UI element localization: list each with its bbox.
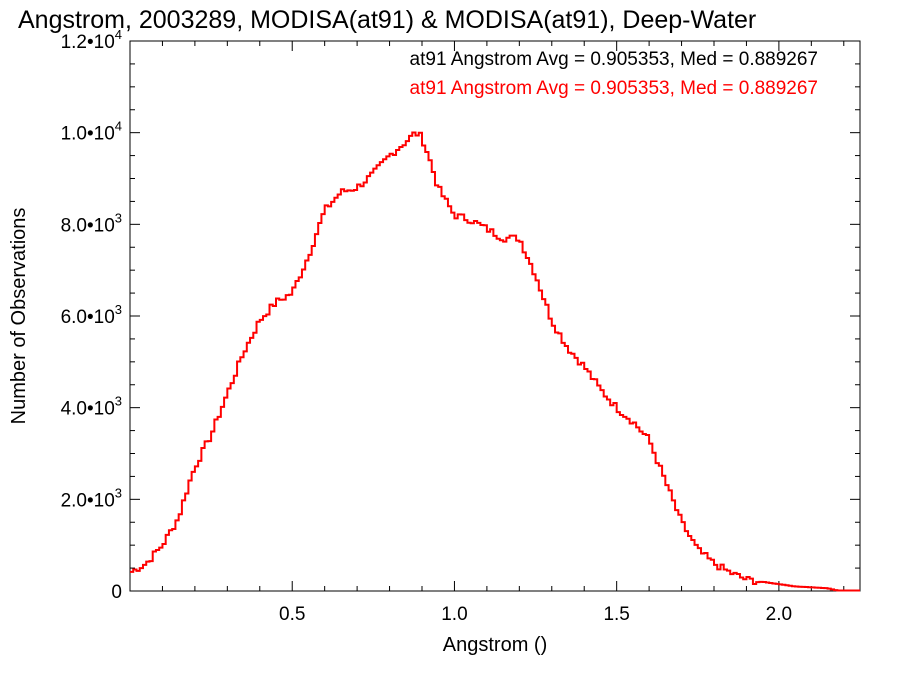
x-tick-label: 0.5 — [279, 604, 305, 625]
y-tick-label: 2.0•103 — [61, 485, 122, 511]
y-axis-title: Number of Observations — [8, 208, 30, 425]
y-tick-label: 0 — [111, 582, 122, 603]
x-tick-label: 1.0 — [441, 604, 467, 625]
legend: at91 Angstrom Avg = 0.905353, Med = 0.88… — [410, 49, 818, 99]
plot-frame — [129, 40, 861, 592]
series-layer — [130, 131, 860, 592]
x-tick-label: 1.5 — [603, 604, 629, 625]
y-tick-label: 6.0•103 — [61, 302, 122, 328]
x-axis-ticks: 0.5 1.0 1.5 2.0 — [161, 41, 845, 625]
y-axis-ticks: 0 2.0•103 4.0•103 6.0•103 8.0•103 1.0•104 1.2•… — [61, 27, 860, 603]
legend-entry-black: at91 Angstrom Avg = 0.905353, Med = 0.88… — [410, 49, 818, 70]
y-tick-label: 1.2•104 — [61, 27, 122, 53]
x-tick-label: 2.0 — [766, 604, 792, 625]
histogram-series-line — [130, 131, 860, 592]
y-tick-label: 4.0•103 — [61, 394, 122, 420]
legend-entry-red: at91 Angstrom Avg = 0.905353, Med = 0.88… — [410, 78, 818, 99]
chart-title: Angstrom, 2003289, MODISA(at91) & MODISA… — [18, 6, 756, 34]
y-tick-label: 8.0•103 — [61, 210, 122, 236]
y-tick-label: 1.0•104 — [61, 119, 122, 145]
x-axis-title: Angstrom () — [443, 634, 547, 656]
